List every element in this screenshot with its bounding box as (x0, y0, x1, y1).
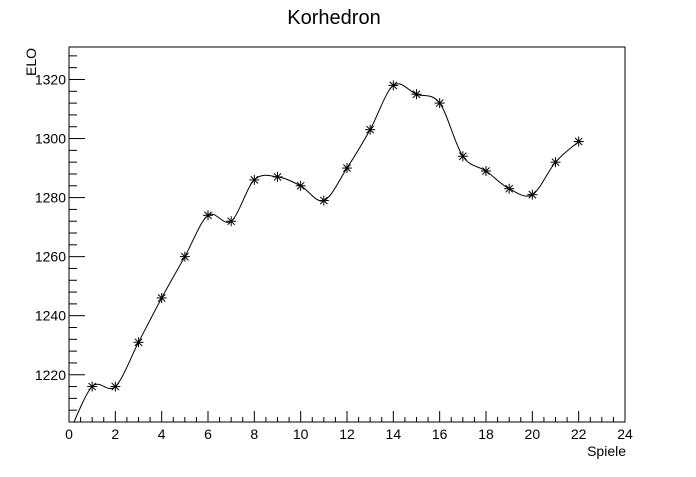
data-point-marker (365, 124, 376, 135)
data-point-marker (272, 171, 283, 182)
marker-stroke (505, 184, 514, 193)
marker-stroke (551, 158, 560, 167)
data-point-marker (249, 174, 260, 185)
data-point-marker (87, 381, 98, 392)
series-group (73, 80, 584, 422)
marker-stroke (366, 125, 375, 134)
marker-stroke (574, 137, 583, 146)
marker-stroke (111, 382, 120, 391)
data-point-marker (226, 216, 237, 227)
data-point-marker (388, 80, 399, 91)
y-tick-label: 1220 (35, 367, 66, 383)
marker-stroke (227, 217, 236, 226)
data-point-marker (318, 195, 329, 206)
marker-stroke (412, 90, 421, 99)
x-tick-label: 14 (386, 426, 402, 442)
y-tick-label: 1260 (35, 249, 66, 265)
x-tick-label: 16 (432, 426, 448, 442)
x-tick-label: 20 (525, 426, 541, 442)
marker-stroke (204, 211, 212, 220)
data-point-marker (434, 98, 445, 109)
x-tick-label: 12 (339, 426, 355, 442)
data-point-marker (504, 183, 515, 194)
x-tick-label: 8 (250, 426, 258, 442)
y-tick-label: 1320 (35, 71, 66, 87)
data-point-marker (133, 337, 144, 348)
x-tick-label: 18 (478, 426, 494, 442)
marker-stroke (458, 152, 467, 161)
y-axis-label: ELO (23, 48, 39, 76)
x-tick-label: 22 (571, 426, 587, 442)
data-point-marker (110, 381, 121, 392)
x-tick-label: 0 (65, 426, 73, 442)
marker-stroke (157, 294, 166, 302)
chart-title: Korhedron (287, 7, 380, 29)
data-point-marker (411, 89, 422, 100)
axes-layer: 0 2 4 6 8 10 12 14 16 18 20 22 241220124012601280130… (35, 46, 633, 442)
x-axis-label: Spiele (587, 443, 626, 459)
marker-stroke (134, 338, 143, 347)
marker-stroke (319, 196, 328, 205)
data-point-marker (457, 151, 468, 162)
marker-stroke (250, 175, 259, 184)
y-tick-label: 1300 (35, 131, 66, 147)
x-tick-label: 24 (617, 426, 633, 442)
marker-stroke (482, 167, 490, 175)
data-point-marker (481, 166, 491, 177)
y-tick-label: 1240 (35, 308, 66, 324)
data-point-marker (342, 163, 352, 174)
marker-stroke (296, 181, 305, 190)
marker-stroke (180, 252, 189, 261)
data-point-marker (179, 251, 190, 262)
data-point-marker (295, 180, 306, 191)
y-tick-label: 1280 (35, 190, 66, 206)
data-point-marker (550, 157, 561, 168)
data-point-marker (527, 189, 538, 200)
data-point-marker (156, 292, 167, 303)
marker-stroke (389, 81, 398, 90)
x-tick-label: 4 (158, 426, 166, 442)
x-tick-label: 6 (204, 426, 212, 442)
x-tick-label: 2 (111, 426, 119, 442)
marker-stroke (343, 164, 351, 173)
marker-stroke (435, 99, 444, 108)
marker-stroke (88, 382, 97, 391)
marker-stroke (528, 190, 537, 199)
marker-stroke (273, 172, 282, 181)
x-tick-label: 10 (293, 426, 309, 442)
data-point-marker (573, 136, 584, 147)
data-point-marker (203, 210, 213, 221)
plot-layer (73, 80, 584, 422)
